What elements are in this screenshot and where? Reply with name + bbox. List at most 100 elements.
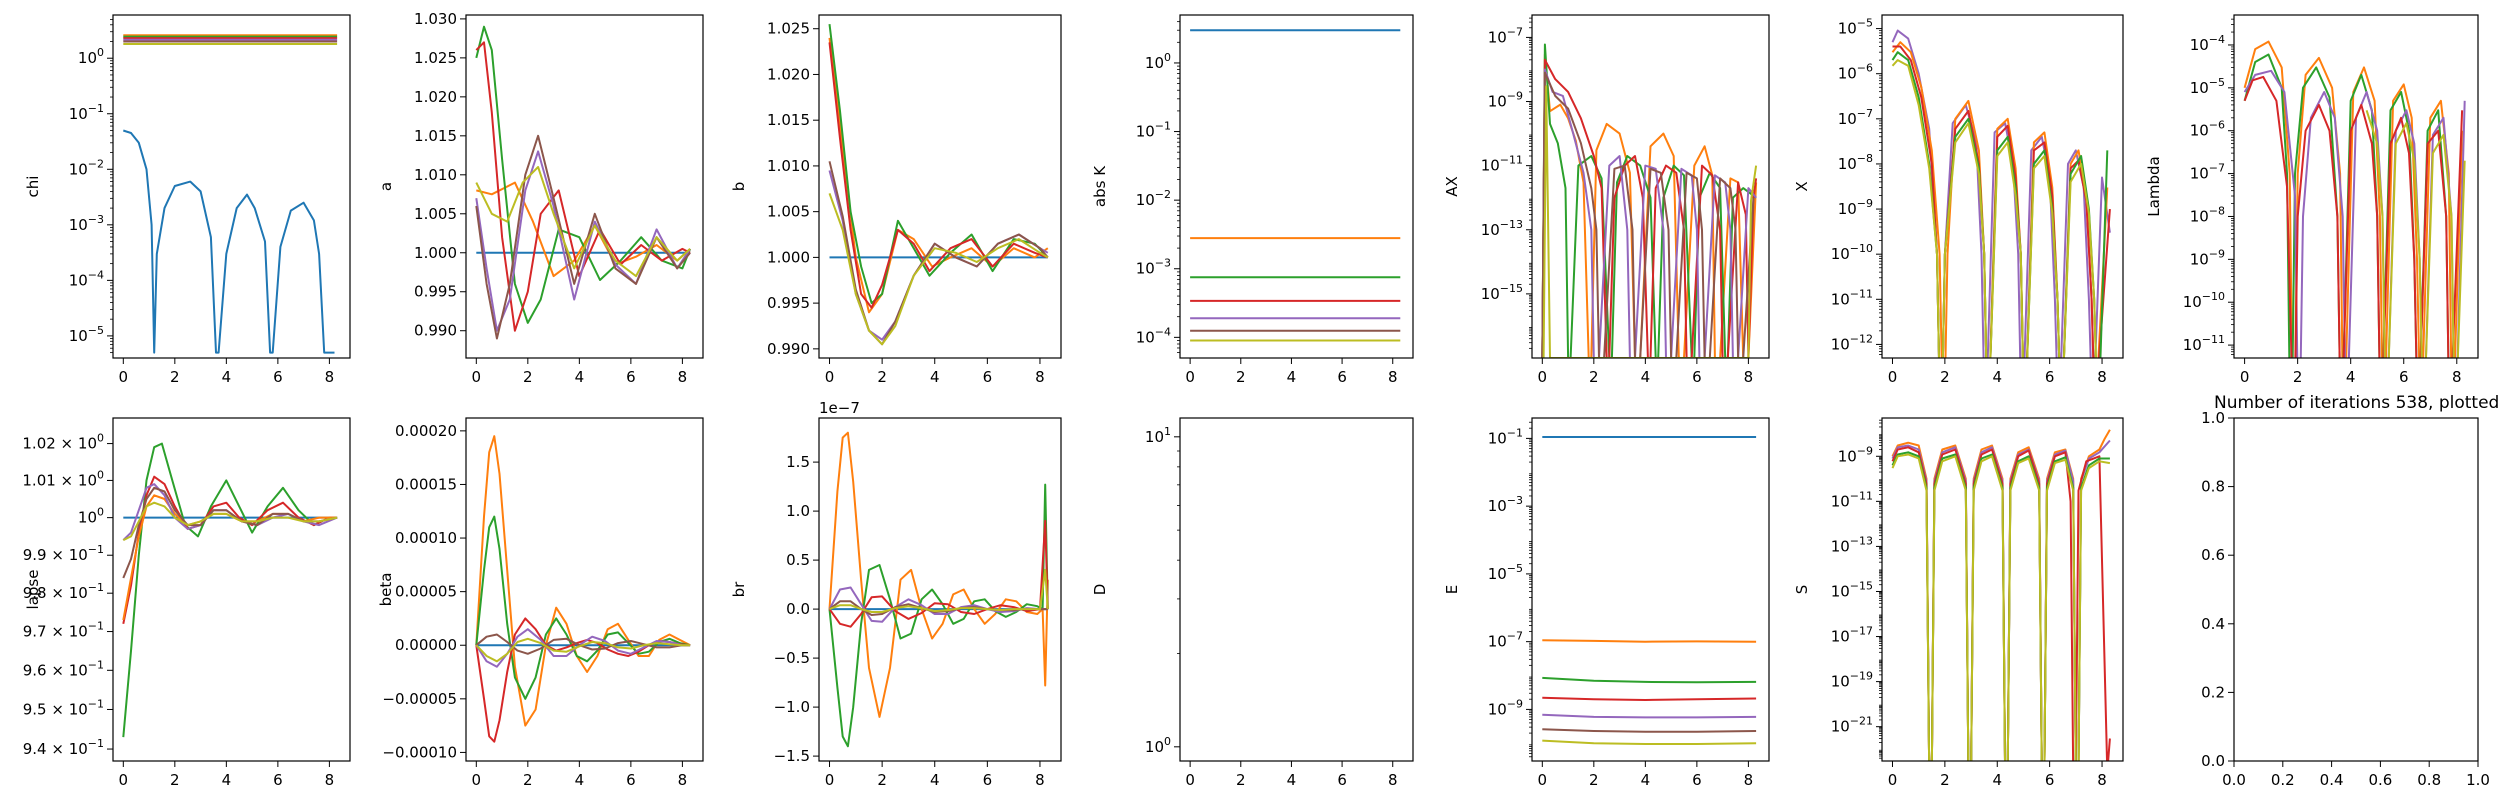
x-tick-label: 8 — [2452, 368, 2462, 386]
x-tick-label: 4 — [1287, 368, 1297, 386]
panel-lapse: 0 2 4 6 8 1.02 × 100 1.01 × 100 100 9.9 × 10−1 9.… — [22, 417, 351, 789]
y-tick-label: 9.8 × 10−1 — [23, 581, 104, 602]
series-line-1 — [122, 129, 335, 354]
x-tick-label: 0 — [2240, 368, 2250, 386]
series-group — [475, 435, 691, 743]
series-line-4 — [1542, 696, 1757, 701]
x-tick-label: 0 — [1888, 771, 1898, 789]
series-line-3 — [475, 515, 691, 700]
series-group — [828, 431, 1049, 748]
y-tick-label: 10−5 — [69, 324, 104, 345]
x-tick-label: 8 — [325, 368, 335, 386]
x-tick-label: 0 — [1538, 771, 1548, 789]
y-tick-label: 10−9 — [1488, 90, 1523, 111]
x-tick-label: 8 — [1035, 771, 1045, 789]
panel-number-of-iterations-538-plotted-6-iterations: 0.0 0.2 0.4 0.6 0.8 1.00.00.20.40.60.81.0Numb… — [2201, 393, 2500, 789]
axes-frame — [2233, 14, 2479, 359]
y-axis-label: D — [1091, 584, 1109, 596]
series-line-2 — [1542, 639, 1757, 643]
x-tick-label: 8 — [2097, 771, 2107, 789]
y-tick-label: 10−4 — [1136, 325, 1171, 346]
y-tick-label: 9.7 × 10−1 — [23, 620, 104, 641]
y-tick-label: 100 — [78, 46, 104, 67]
x-tick-label: 8 — [1035, 368, 1045, 386]
y-tick-label: 10−11 — [2183, 333, 2225, 354]
y-tick-label: 10−9 — [2190, 247, 2225, 268]
x-tick-label: 0.0 — [2222, 771, 2246, 789]
x-tick-label: 4 — [575, 771, 585, 789]
axes-frame — [2233, 417, 2479, 762]
x-tick-label: 8 — [1388, 771, 1398, 789]
series-line-3 — [1891, 446, 2111, 761]
y-tick-label: 1.000 — [414, 244, 457, 262]
x-tick-label: 0.8 — [2417, 771, 2441, 789]
y-tick-label: 10−3 — [1136, 257, 1171, 278]
series-line-6 — [122, 486, 338, 579]
panel-title: Number of iterations 538, plotted 6 iter… — [2214, 393, 2500, 413]
series-group — [1891, 429, 2111, 761]
y-tick-label: 10−10 — [2183, 290, 2225, 311]
y-tick-label: 10−6 — [1838, 62, 1873, 83]
x-tick-label: 6 — [2045, 368, 2055, 386]
series-line-4 — [828, 42, 1049, 309]
x-tick-label: 6 — [983, 771, 993, 789]
y-tick-label: 10−6 — [2190, 119, 2225, 140]
x-tick-label: 6 — [1337, 771, 1347, 789]
panel-b: 0 2 4 6 8 0.990 0.995 1.000 1.005 1.010 1.015 1.020… — [730, 14, 1062, 386]
y-tick-label: 1.010 — [767, 157, 810, 175]
x-tick-label: 2 — [877, 368, 887, 386]
y-tick-label: 0.00005 — [395, 583, 457, 601]
y-axis-label: b — [730, 182, 748, 192]
x-tick-label: 0 — [1185, 771, 1195, 789]
panel-d: 0 2 4 6 8 101 100 D — [1091, 417, 1414, 789]
y-tick-label: 1.025 — [767, 20, 810, 38]
x-tick-label: 8 — [325, 771, 335, 789]
x-tick-label: 4 — [1287, 771, 1297, 789]
y-tick-label: 10−7 — [1488, 630, 1523, 651]
x-tick-label: 8 — [678, 368, 688, 386]
y-axis-label: Lambda — [2145, 156, 2163, 216]
y-tick-label: 1.020 — [414, 88, 457, 106]
x-tick-label: 0 — [119, 368, 129, 386]
y-tick-label: 10−1 — [1488, 426, 1523, 447]
y-tick-label: 10−5 — [2190, 76, 2225, 97]
series-group — [475, 25, 692, 340]
axes-frame — [1531, 14, 1770, 359]
x-tick-label: 4 — [2346, 368, 2356, 386]
x-tick-label: 6 — [626, 368, 636, 386]
y-tick-label: 10−7 — [1838, 107, 1873, 128]
y-tick-label: 0.0 — [786, 600, 810, 618]
series-group — [122, 442, 338, 738]
y-tick-label: 10−1 — [69, 102, 104, 123]
y-tick-label: 9.4 × 10−1 — [23, 737, 104, 758]
y-tick-label: 0.8 — [2201, 478, 2225, 496]
x-tick-label: 2 — [523, 771, 533, 789]
y-tick-label: 10−9 — [1838, 444, 1873, 465]
panel-lambda: 0 2 4 6 8 10−4 10−5 10−6 10−7 10−8 10−9 10−10 10−11 L… — [2145, 14, 2479, 386]
series-line-2 — [828, 37, 1049, 314]
axes-frame — [818, 14, 1062, 359]
y-axis-label: AX — [1443, 176, 1461, 197]
series-line-7 — [829, 568, 1049, 613]
y-tick-label: 9.9 × 10−1 — [23, 543, 104, 564]
y-tick-label: 1.000 — [767, 248, 810, 266]
series-line-2 — [475, 435, 691, 727]
axes-frame — [112, 417, 351, 762]
x-tick-label: 8 — [1388, 368, 1398, 386]
x-tick-label: 0 — [472, 368, 482, 386]
panel-x: 0 2 4 6 8 10−5 10−6 10−7 10−8 10−9 10−10 10−11 10−12… — [1793, 14, 2124, 386]
y-tick-label: −1.0 — [774, 698, 810, 716]
y-tick-label: 9.6 × 10−1 — [23, 658, 104, 679]
y-tick-label: 1.020 — [767, 65, 810, 83]
y-tick-label: 1.01 × 100 — [22, 468, 104, 489]
x-tick-label: 8 — [1744, 771, 1754, 789]
x-tick-label: 2 — [1940, 771, 1950, 789]
y-tick-label: 10−12 — [1831, 332, 1873, 353]
series-line-7 — [122, 501, 338, 542]
y-tick-label: 1.015 — [767, 111, 810, 129]
x-tick-label: 2 — [1236, 368, 1246, 386]
x-tick-label: 0 — [119, 771, 129, 789]
series-line-3 — [828, 23, 1049, 305]
y-tick-label: 0.995 — [414, 283, 457, 301]
series-line-3 — [1542, 676, 1757, 684]
